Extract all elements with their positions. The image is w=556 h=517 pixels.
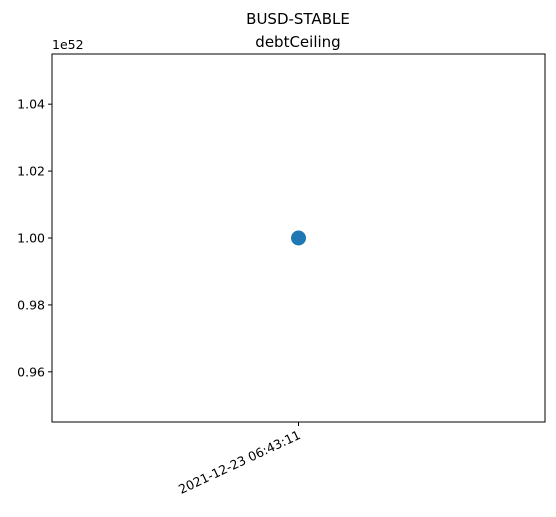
chart-title: BUSD-STABLE bbox=[246, 10, 350, 28]
y-tick-label: 1.00 bbox=[17, 231, 45, 246]
y-axis-offset-label: 1e52 bbox=[52, 37, 84, 52]
y-tick-label: 0.98 bbox=[17, 297, 45, 312]
data-point bbox=[291, 230, 306, 246]
chart-subtitle: debtCeiling bbox=[255, 33, 340, 51]
x-tick-label: 2021-12-23 06:43:11 bbox=[176, 427, 303, 497]
y-axis: 0.96 0.98 1.00 1.02 1.04 bbox=[17, 97, 52, 379]
y-tick-label: 1.04 bbox=[17, 97, 45, 112]
y-tick-label: 1.02 bbox=[17, 164, 45, 179]
data-series bbox=[291, 230, 306, 246]
x-axis: 2021-12-23 06:43:11 bbox=[176, 422, 303, 497]
y-tick-label: 0.96 bbox=[17, 364, 45, 379]
